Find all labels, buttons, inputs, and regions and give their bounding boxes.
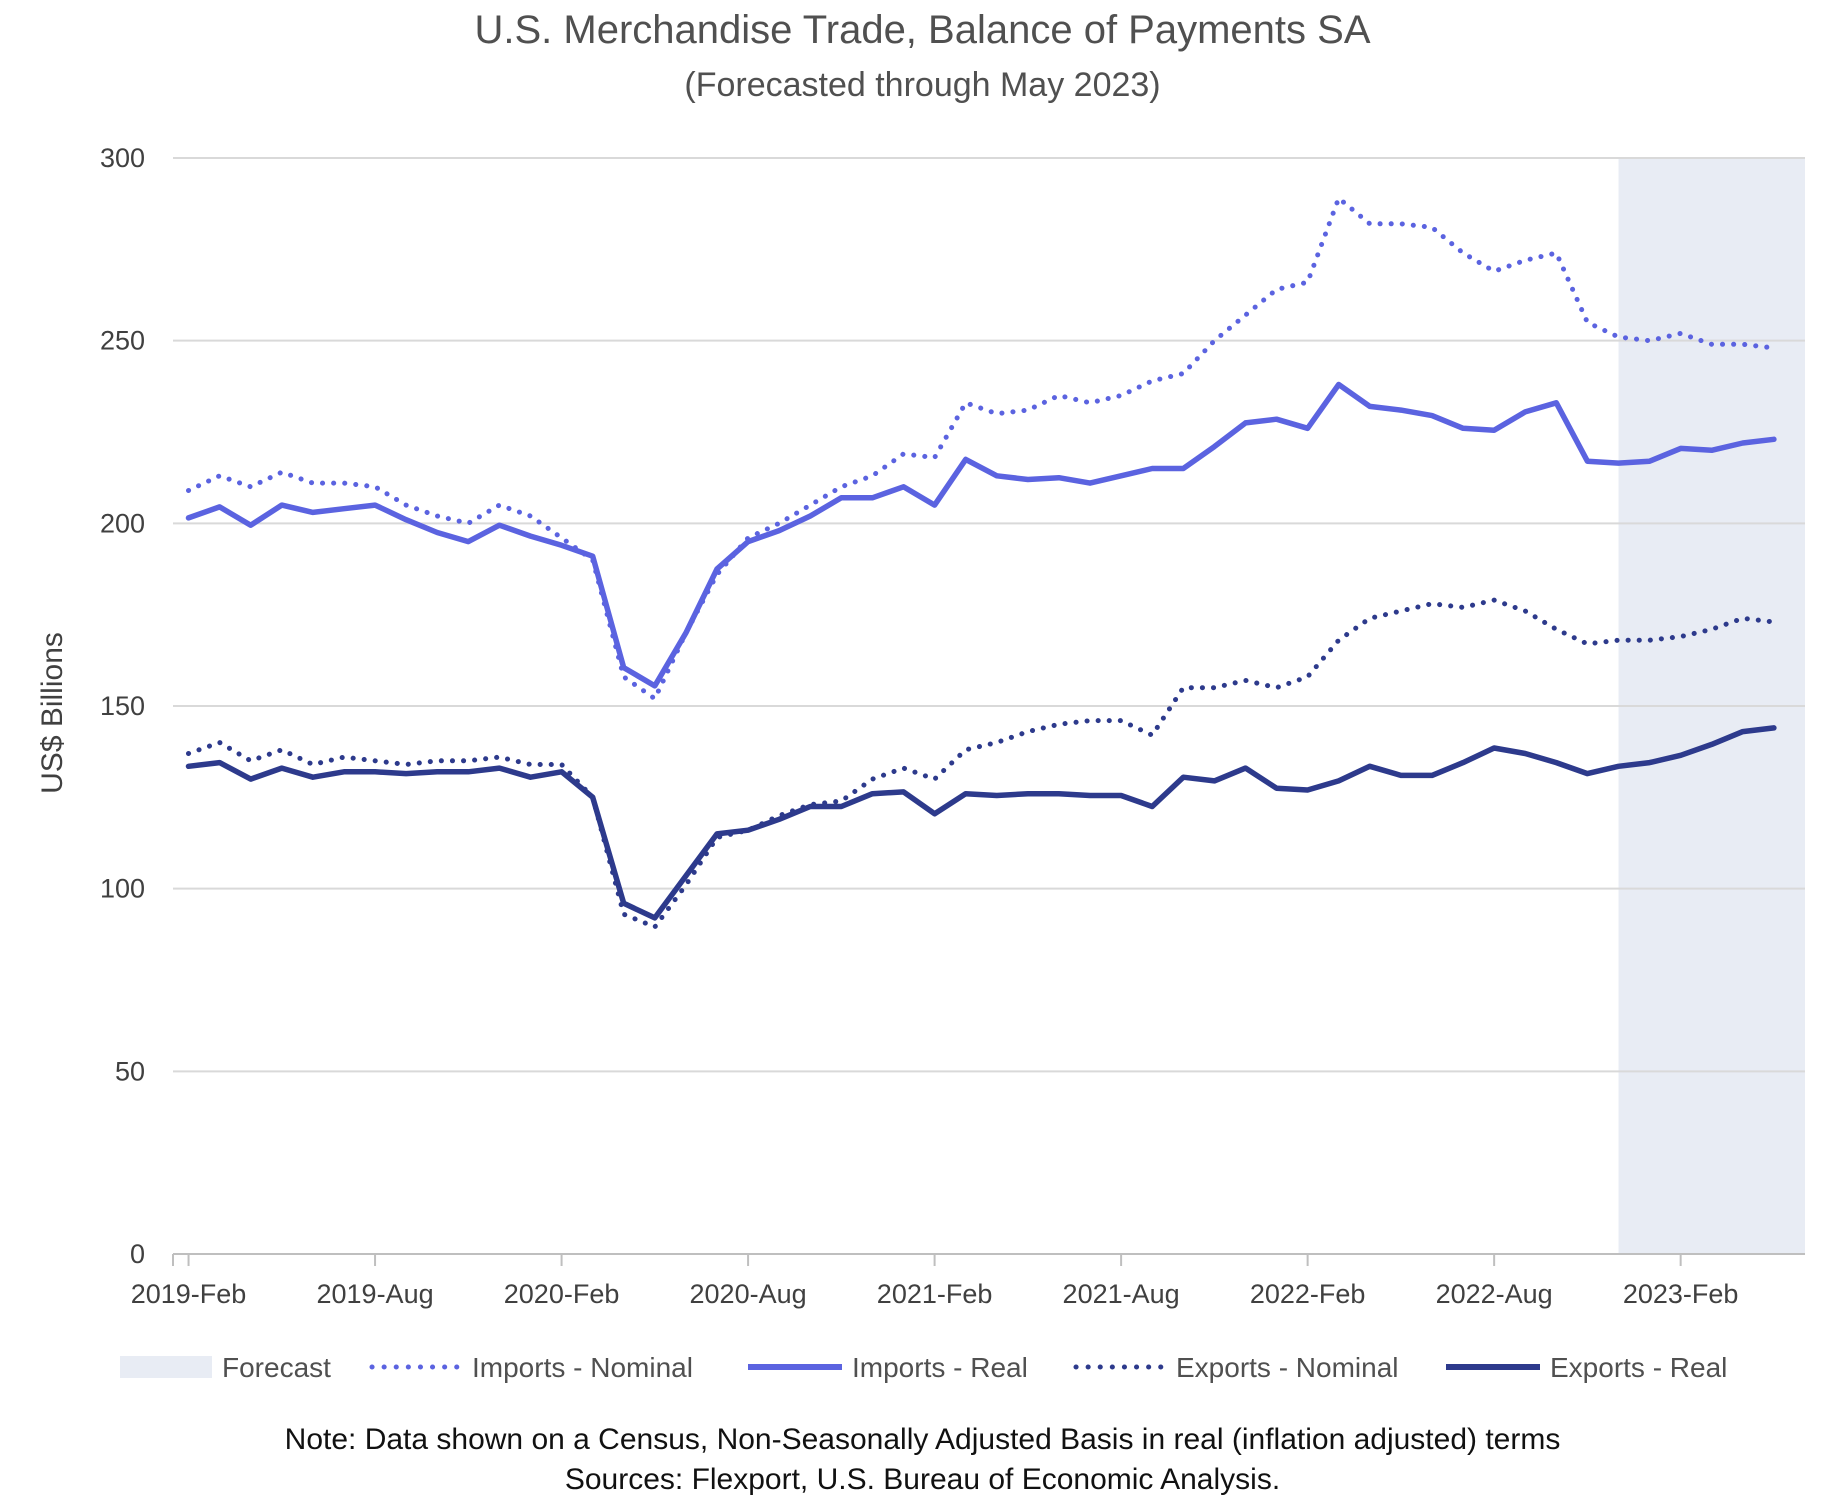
x-tick-label-2022-Aug: 2022-Aug <box>1436 1279 1553 1309</box>
y-tick-label-250: 250 <box>100 326 145 356</box>
y-axis-label: US$ Billions <box>36 632 69 794</box>
y-tick-label-100: 100 <box>100 874 145 904</box>
legend-exports-real-label: Exports - Real <box>1550 1352 1727 1383</box>
chart-subtitle: (Forecasted through May 2023) <box>684 66 1161 104</box>
note-text: Note: Data shown on a Census, Non-Season… <box>284 1423 1561 1456</box>
legend-forecast-swatch <box>120 1356 212 1378</box>
series-line-exports-nominal <box>186 597 1777 930</box>
sources-text: Sources: Flexport, U.S. Bureau of Econom… <box>564 1463 1281 1496</box>
x-tick-label-2022-Feb: 2022-Feb <box>1250 1279 1366 1309</box>
x-tick-label-2020-Aug: 2020-Aug <box>690 1279 807 1309</box>
y-tick-label-200: 200 <box>100 508 145 538</box>
axes: 0 50 100 150 200 250 300 2019-Feb 2019-Aug 2020-F… <box>100 143 1805 1309</box>
legend-imports-real-label: Imports - Real <box>852 1352 1028 1383</box>
footnote: Note: Data shown on a Census, Non-Season… <box>0 1420 1845 1500</box>
series-lines <box>185 195 1777 930</box>
x-tick-label-2021-Feb: 2021-Feb <box>877 1279 993 1309</box>
series-line-imports-real <box>185 381 1777 689</box>
legend-forecast-label: Forecast <box>222 1352 331 1383</box>
line-chart: 0 50 100 150 200 250 300 2019-Feb 2019-Aug 2020-F… <box>36 143 1805 1383</box>
y-tick-label-300: 300 <box>100 143 145 173</box>
chart-title: U.S. Merchandise Trade, Balance of Payme… <box>474 8 1371 52</box>
legend: Forecast Imports - Nominal Imports - Rea… <box>120 1352 1727 1383</box>
y-tick-label-0: 0 <box>130 1239 145 1269</box>
y-tick-label-150: 150 <box>100 691 145 721</box>
y-tick-label-50: 50 <box>115 1056 145 1086</box>
x-tick-label-2023-Feb: 2023-Feb <box>1623 1279 1739 1309</box>
series-line-imports-nominal <box>186 195 1777 702</box>
x-tick-label-2021-Aug: 2021-Aug <box>1063 1279 1180 1309</box>
x-tick-label-2020-Feb: 2020-Feb <box>504 1279 620 1309</box>
x-tick-label-2019-Aug: 2019-Aug <box>317 1279 434 1309</box>
legend-imports-nominal-label: Imports - Nominal <box>472 1352 693 1383</box>
series-line-exports-real <box>185 725 1777 921</box>
x-tick-label-2019-Feb: 2019-Feb <box>131 1279 247 1309</box>
legend-exports-nominal-label: Exports - Nominal <box>1176 1352 1399 1383</box>
gridlines <box>173 157 1805 1073</box>
